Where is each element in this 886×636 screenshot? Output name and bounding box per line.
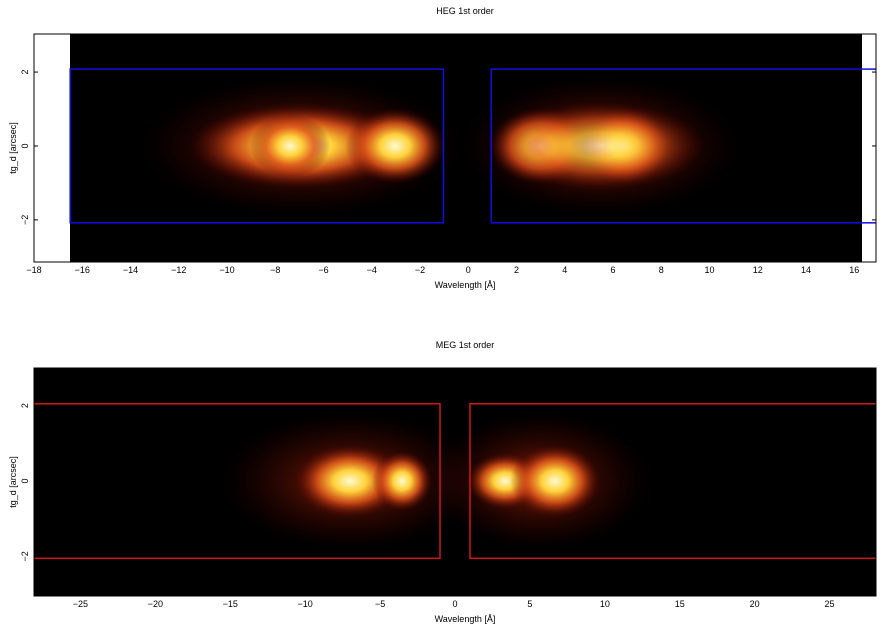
x-tick-label: −14 bbox=[123, 265, 138, 275]
axes-frame bbox=[33, 33, 877, 263]
y-tick-label: −2 bbox=[20, 551, 30, 561]
x-tick-label: 20 bbox=[750, 599, 760, 609]
x-tick-label: −8 bbox=[270, 265, 280, 275]
image bbox=[70, 34, 862, 262]
x-tick-label: −6 bbox=[318, 265, 328, 275]
panel: −18 −16 −14 −12 −10 −8 −6 −4 −2 0 2 4 6 8 10 12 14 16 −2 0 2… bbox=[8, 6, 877, 290]
image bbox=[220, 411, 650, 551]
region-box bbox=[34, 403, 441, 560]
region-box bbox=[469, 403, 876, 560]
x-axis-label: Wavelength [Å] bbox=[435, 280, 496, 290]
x-tick-label: −5 bbox=[375, 599, 385, 609]
x-tick-label: −15 bbox=[223, 599, 238, 609]
region-box bbox=[69, 68, 445, 224]
region-box bbox=[490, 68, 876, 224]
x-tick-label: 16 bbox=[849, 265, 859, 275]
x-tick-label: −4 bbox=[367, 265, 377, 275]
x-tick-label: −20 bbox=[148, 599, 163, 609]
x-tick-label: −10 bbox=[219, 265, 234, 275]
y-axis-label: tg_d [arcsec] bbox=[8, 122, 18, 174]
y-axis-label: tg_d [arcsec] bbox=[8, 456, 18, 508]
x-tick-label: −16 bbox=[75, 265, 90, 275]
x-tick-label: 5 bbox=[527, 599, 532, 609]
x-tick-label: 8 bbox=[659, 265, 664, 275]
regions bbox=[69, 68, 876, 224]
x-tick-label: 14 bbox=[801, 265, 811, 275]
x-tick-label: 0 bbox=[452, 599, 457, 609]
x-tick-label: 2 bbox=[514, 265, 519, 275]
x-tick-label: −25 bbox=[73, 599, 88, 609]
chart-title: MEG 1st order bbox=[436, 340, 495, 350]
y-tick-label: 2 bbox=[20, 70, 30, 75]
x-tick-label: −12 bbox=[171, 265, 186, 275]
chart-title: HEG 1st order bbox=[436, 6, 494, 16]
x-axis-label: Wavelength [Å] bbox=[435, 614, 496, 624]
x-tick-label: 10 bbox=[600, 599, 610, 609]
x-tick-label: 12 bbox=[753, 265, 763, 275]
x-tick-label: 4 bbox=[562, 265, 567, 275]
x-tick-label: 6 bbox=[611, 265, 616, 275]
y-tick-label: 0 bbox=[20, 479, 30, 484]
regions bbox=[34, 403, 876, 560]
x-tick-label: −10 bbox=[298, 599, 313, 609]
x-tick-label: 15 bbox=[675, 599, 685, 609]
x-tick-label: −18 bbox=[26, 265, 41, 275]
y-tick-label: 2 bbox=[20, 403, 30, 408]
x-tick-label: −2 bbox=[415, 265, 425, 275]
x-tick-label: 10 bbox=[705, 265, 715, 275]
y-tick-label: −2 bbox=[20, 215, 30, 225]
y-tick-label: 0 bbox=[20, 143, 30, 148]
x-tick-label: 25 bbox=[825, 599, 835, 609]
x-tick-label: 0 bbox=[466, 265, 471, 275]
